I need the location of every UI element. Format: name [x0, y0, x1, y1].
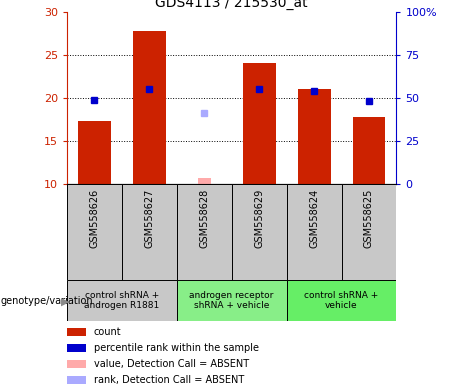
Text: ▶: ▶: [61, 296, 69, 306]
Text: androgen receptor
shRNA + vehicle: androgen receptor shRNA + vehicle: [189, 291, 274, 310]
Bar: [177, 184, 231, 280]
Bar: [67, 360, 85, 368]
Bar: [353, 117, 385, 184]
Bar: [67, 280, 177, 321]
Bar: [78, 121, 111, 184]
Bar: [231, 184, 287, 280]
Bar: [67, 376, 85, 384]
Text: GSM558626: GSM558626: [89, 189, 99, 248]
Text: GSM558628: GSM558628: [199, 189, 209, 248]
Text: count: count: [94, 327, 121, 337]
Text: control shRNA +
vehicle: control shRNA + vehicle: [304, 291, 378, 310]
Bar: [287, 184, 342, 280]
Bar: [122, 184, 177, 280]
Bar: [67, 344, 85, 353]
Bar: [287, 280, 396, 321]
Text: GSM558624: GSM558624: [309, 189, 319, 248]
Bar: [177, 280, 287, 321]
Text: value, Detection Call = ABSENT: value, Detection Call = ABSENT: [94, 359, 249, 369]
Bar: [198, 178, 211, 184]
Bar: [67, 184, 122, 280]
Bar: [133, 30, 165, 184]
Text: GSM558625: GSM558625: [364, 189, 374, 248]
Title: GDS4113 / 215530_at: GDS4113 / 215530_at: [155, 0, 308, 10]
Bar: [342, 184, 396, 280]
Bar: [242, 63, 276, 184]
Text: percentile rank within the sample: percentile rank within the sample: [94, 343, 259, 353]
Text: GSM558629: GSM558629: [254, 189, 264, 248]
Text: rank, Detection Call = ABSENT: rank, Detection Call = ABSENT: [94, 374, 244, 384]
Bar: [297, 89, 331, 184]
Text: genotype/variation: genotype/variation: [1, 296, 94, 306]
Text: control shRNA +
androgen R1881: control shRNA + androgen R1881: [84, 291, 160, 310]
Text: GSM558627: GSM558627: [144, 189, 154, 248]
Bar: [67, 328, 85, 336]
